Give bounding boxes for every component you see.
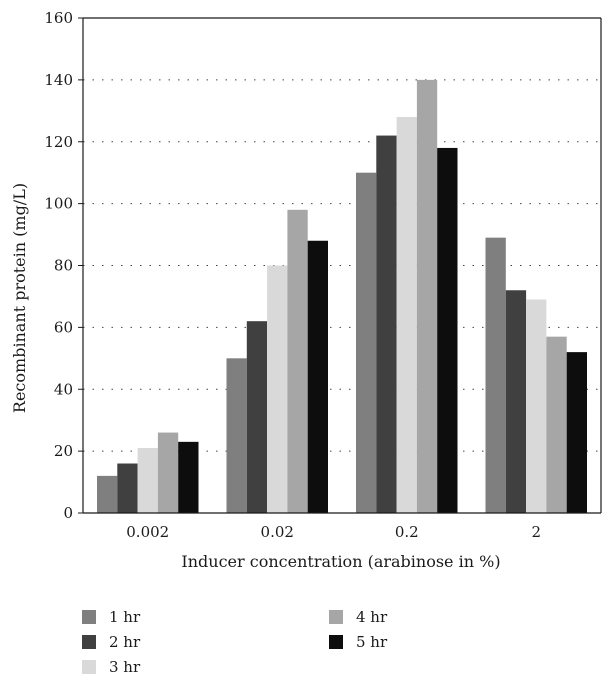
legend-label: 4 hr [356,608,388,626]
bar [376,135,397,513]
legend-item: 2 hr [82,631,140,653]
legend-label: 2 hr [109,633,141,651]
bar [546,336,567,513]
bar [526,299,547,513]
y-tick-label: 140 [44,71,73,89]
legend-label: 1 hr [109,608,141,626]
y-tick-label: 0 [63,504,73,522]
x-axis-label: Inducer concentration (arabinose in %) [181,552,500,571]
x-tick-labels: 0.002 0.02 0.2 2 [126,523,541,541]
legend-item: 3 hr [82,656,140,678]
bar [178,441,199,513]
x-tick-label: 2 [531,523,541,541]
axes [78,17,602,514]
legend-swatch [82,610,96,624]
y-axis-label: Recombinant protein (mg/L) [10,183,29,413]
x-tick-label: 0.2 [395,523,419,541]
bar [356,172,377,513]
y-tick-label: 80 [54,257,73,275]
bar [396,117,417,513]
y-tick-labels: 0 20 40 60 80 100 120 140 160 [44,9,73,522]
legend-item: 5 hr [329,631,387,653]
bar [287,209,308,513]
bar [485,237,506,513]
legend-label: 3 hr [109,658,141,676]
legend-swatch [82,635,96,649]
y-tick-label: 40 [54,380,73,398]
legend-swatch [329,635,343,649]
y-tick-label: 20 [54,442,73,460]
bar [267,265,288,513]
bar [505,290,527,513]
bar [97,475,118,513]
bar [157,432,179,513]
bar [137,448,158,513]
legend-item: 1 hr [82,606,140,628]
legend-item: 4 hr [329,606,387,628]
y-tick-label: 120 [44,133,73,151]
y-tick-label: 100 [44,195,73,213]
bar [416,79,438,513]
bar [437,147,458,513]
bar [246,321,268,513]
y-tick-label: 60 [54,318,73,336]
bar-chart: 0 20 40 60 80 100 120 140 160 0.002 0.02 0.2 2 Reco… [10,9,602,571]
bar [307,240,328,513]
x-tick-label: 0.02 [261,523,294,541]
x-tick-label: 0.002 [126,523,169,541]
y-tick-label: 160 [44,9,73,27]
legend-swatch [82,660,96,674]
legend-swatch [329,610,343,624]
bar [226,358,247,513]
bars [97,79,587,513]
bar [117,463,138,513]
legend-label: 5 hr [356,633,388,651]
legend: 1 hr 2 hr 3 hr 4 hr 5 hr [82,606,502,680]
bar [566,352,587,513]
